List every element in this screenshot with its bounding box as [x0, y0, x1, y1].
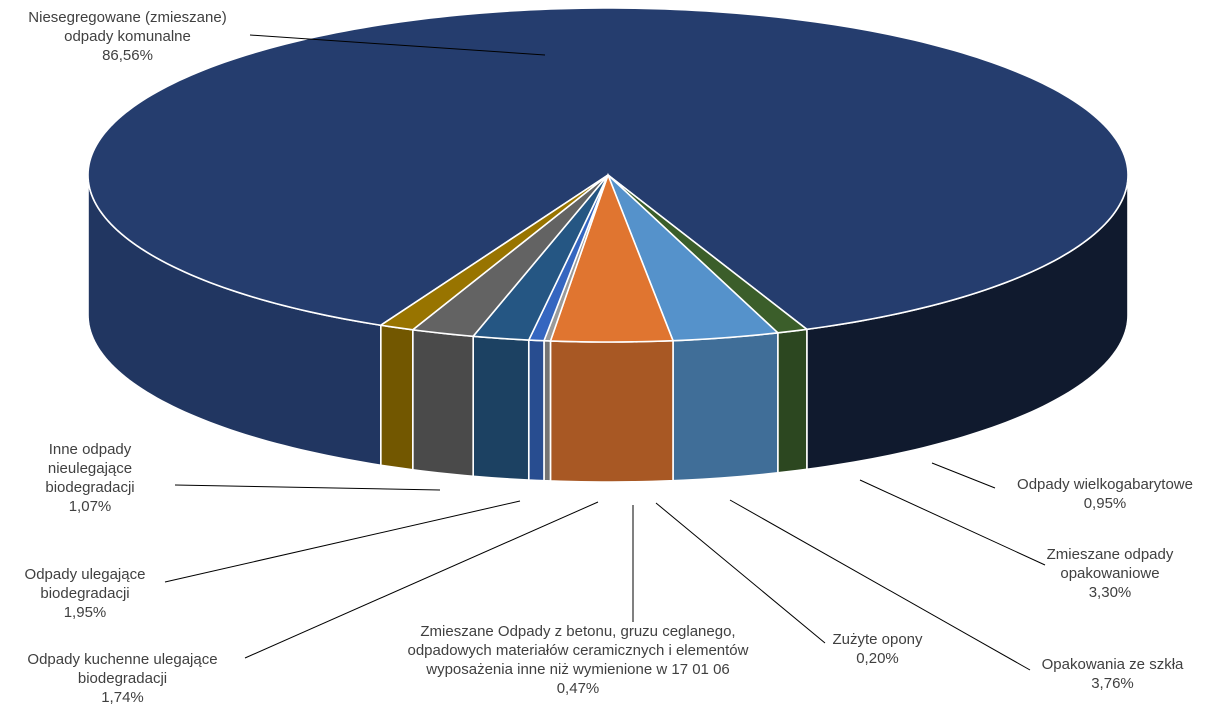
slice-label-8: Inne odpady nieulegające biodegradacji 1,07… [0, 440, 180, 516]
slice-label-line: Zużyte opony [832, 631, 923, 648]
slice-value-label: 0,95% [1083, 495, 1127, 512]
pie-side-5 [527, 339, 545, 482]
slice-label-line: Niesegregowane (zmieszane) [28, 9, 227, 26]
leader-line-4 [655, 502, 826, 644]
leader-line-6 [244, 501, 599, 659]
slice-label-line: Odpady wielkogabarytowe [1017, 476, 1193, 493]
slice-value-label: 3,30% [1088, 584, 1132, 601]
slice-value-label: 1,74% [101, 689, 144, 706]
pie-side-walls [87, 174, 1129, 483]
slice-label-line: nieulegające [47, 460, 133, 477]
pie-slice-8 [378, 174, 609, 331]
slice-label-line: opakowaniowe [1060, 565, 1160, 582]
slice-label-line: biodegradacji [40, 585, 130, 602]
slice-value-label: 3,76% [1091, 675, 1134, 692]
slice-label-2: Zmieszane odpady opakowaniowe 3,30% [1010, 545, 1210, 602]
slice-label-4: Zużyte opony 0,20% [805, 630, 950, 668]
slice-label-line: Opakowania ze szkła [1041, 656, 1184, 673]
slice-value-label: 0,47% [556, 680, 600, 697]
slice-label-line: Odpady kuchenne ulegające [27, 651, 218, 668]
slice-label-3: Opakowania ze szkła 3,76% [1005, 655, 1220, 693]
slice-label-6: Odpady kuchenne ulegające biodegradacji 1,… [0, 650, 245, 707]
slice-label-line: odpady komunalne [64, 28, 191, 45]
pie-side-1 [777, 328, 808, 474]
pie-side-7 [412, 328, 474, 478]
pie-slice-2 [607, 174, 780, 342]
leader-line-2 [859, 479, 1046, 566]
slice-label-line: Inne odpady [48, 441, 132, 458]
slice-value-label: 86,56% [102, 47, 153, 64]
leader-line-8 [174, 484, 441, 491]
pie-top [87, 7, 1129, 343]
leader-line-1 [931, 462, 996, 489]
slice-label-line: Zmieszane odpady [1046, 546, 1174, 563]
slice-label-line: biodegradacji [45, 479, 135, 496]
slice-label-5: Zmieszane Odpady z betonu, gruzu ceglane… [378, 622, 778, 698]
pie-side-4 [543, 339, 552, 482]
pie-slice-3 [549, 172, 675, 343]
pie-slice-0 [87, 7, 1129, 331]
slice-label-7: Odpady ulegające biodegradacji 1,95% [0, 565, 170, 622]
slice-label-0: Niesegregowane (zmieszane) odpady komunal… [0, 8, 255, 65]
pie-slice-7 [410, 174, 609, 338]
slice-label-line: Zmieszane Odpady z betonu, gruzu ceglane… [420, 623, 736, 640]
slice-label-1: Odpady wielkogabarytowe 0,95% [990, 475, 1220, 513]
slice-value-label: 1,95% [63, 604, 107, 621]
leader-line-7 [164, 500, 521, 583]
pie-side-6 [472, 335, 530, 481]
slice-value-label: 1,07% [68, 498, 112, 515]
slice-label-line: odpadowych materiałów ceramicznych i ele… [407, 642, 749, 659]
pie-side-3 [549, 339, 674, 483]
slice-label-line: biodegradacji [77, 670, 168, 687]
leader-lines [164, 34, 1046, 671]
leader-line-0 [249, 34, 546, 56]
pie-side-8 [380, 324, 414, 471]
leader-line-3 [729, 499, 1031, 671]
slice-label-line: wyposażenia inne niż wymienione w 17 01 … [426, 661, 730, 678]
slice-label-line: Odpady ulegające [24, 566, 146, 583]
pie-side-2 [672, 331, 779, 482]
slice-value-label: 0,20% [856, 650, 899, 667]
